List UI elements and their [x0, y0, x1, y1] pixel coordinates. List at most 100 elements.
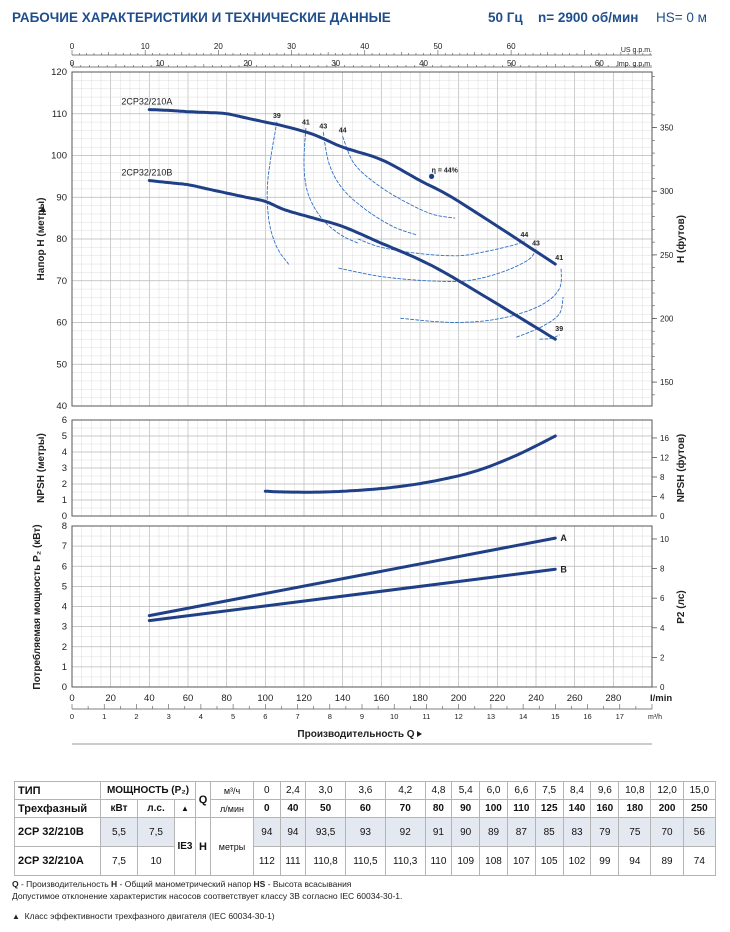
h-header: H [195, 817, 211, 876]
h-cell: 110 [424, 846, 453, 876]
h-cell: 79 [590, 817, 620, 847]
us-gpm-tick-label: 10 [141, 42, 150, 51]
npsh-y-axis-title: NPSH (метры) [36, 433, 47, 503]
panel-frame [71, 71, 653, 407]
power-hp-tick-label: 8 [660, 565, 665, 574]
us-gpm-tick-label: 50 [433, 42, 442, 51]
lmin-tick-label: 180 [412, 693, 428, 704]
hp-header: л.с. [137, 799, 175, 818]
q-header: Q [195, 781, 211, 818]
q-lmin-cell: 125 [534, 799, 564, 818]
fn-q: Q [12, 879, 19, 889]
lmin-unit: l/min [650, 693, 672, 704]
h-unit: метры [210, 817, 254, 876]
power-y-axis-right-title: P2 (лс) [676, 590, 687, 623]
head-ft-tick-label: 250 [660, 251, 674, 260]
head-ft-tick-label: 200 [660, 314, 674, 323]
h-cell: 70 [650, 817, 684, 847]
npsh-y-tick-label: 1 [62, 495, 67, 506]
m3h-tick-label: 8 [328, 712, 332, 721]
m3h-tick-label: 17 [616, 712, 624, 721]
fn-hs: HS [253, 879, 266, 889]
efficiency-label: 41 [555, 255, 563, 262]
imp-gpm-unit: Imp. g.p.m. [617, 61, 652, 68]
kw-cell: 7,5 [100, 846, 138, 876]
h-cell: 56 [682, 817, 717, 847]
power-y-axis-title: Потребляемая мощность P₂ (кВт) [31, 524, 43, 689]
pump-curves-chart: 0 10 20 30 40 50 60 US g.p.m.0 10 20 30 40 50 60 Imp. … [31, 42, 687, 745]
power-y-tick-label: 5 [62, 581, 67, 592]
h-cell: 102 [562, 846, 592, 876]
unit-lmin: л/мин [210, 799, 254, 818]
h-cell: 83 [562, 817, 592, 847]
q-m3h-cell: 4,8 [424, 781, 453, 800]
fn-hs-text: - Высота всасывания [265, 879, 352, 889]
efficiency-isoline [516, 296, 564, 338]
m3h-tick-label: 3 [167, 712, 171, 721]
npsh-ft-tick-label: 0 [660, 512, 665, 521]
lmin-tick-label: 60 [183, 693, 194, 704]
fn-h: H [111, 879, 118, 889]
us-gpm-tick-label: 60 [507, 42, 516, 51]
efficiency-label: 39 [273, 113, 281, 120]
us-gpm-unit: US g.p.m. [621, 47, 652, 54]
power-y-tick-label: 4 [62, 602, 67, 613]
q-m3h-cell: 7,5 [534, 781, 564, 800]
head-y-tick-label: 90 [56, 192, 67, 203]
npsh-y-tick-label: 0 [62, 511, 67, 522]
q-m3h-cell: 0 [253, 781, 281, 800]
efficiency-label: 44 [339, 128, 347, 135]
head-ft-tick-label: 350 [660, 124, 674, 133]
power-hp-tick-label: 10 [660, 535, 669, 544]
us-gpm-tick-label: 20 [214, 42, 223, 51]
fn-h-text: - Общий манометрический напор [117, 879, 254, 889]
q-m3h-cell: 9,6 [590, 781, 620, 800]
m3h-tick-label: 6 [263, 712, 267, 721]
npsh-y-tick-label: 4 [62, 447, 67, 458]
h-cell: 94 [253, 817, 281, 847]
y-axis-arrow-icon [40, 206, 46, 212]
us-gpm-tick-label: 40 [360, 42, 369, 51]
h-cell: 110,3 [384, 846, 426, 876]
power-header: МОЩНОСТЬ (P₂) [100, 781, 196, 800]
q-lmin-cell: 250 [682, 799, 717, 818]
head-y-tick-label: 100 [51, 151, 67, 162]
m3h-tick-label: 15 [551, 712, 559, 721]
x-axis-title: Производительность Q [297, 729, 414, 740]
h-cell: 110,8 [305, 846, 346, 876]
efficiency-isoline [303, 127, 359, 244]
imp-gpm-tick-label: 40 [419, 59, 428, 68]
efficiency-label: η = 44% [432, 167, 459, 174]
kw-header: кВт [100, 799, 138, 818]
q-lmin-cell: 80 [424, 799, 453, 818]
page-title: РАБОЧИЕ ХАРАКТЕРИСТИКИ И ТЕХНИЧЕСКИЕ ДАН… [12, 10, 391, 25]
lmin-tick-label: 80 [221, 693, 232, 704]
q-m3h-cell: 12,0 [650, 781, 684, 800]
model-cell: 2CP 32/210B [14, 817, 101, 847]
imp-gpm-tick-label: 60 [595, 59, 604, 68]
h-cell: 87 [506, 817, 536, 847]
m3h-tick-label: 11 [423, 712, 431, 721]
q-m3h-cell: 4,2 [384, 781, 426, 800]
imp-gpm-tick-label: 10 [155, 59, 164, 68]
power-curve-B [147, 567, 557, 623]
npsh-y-axis-right-title: NPSH (футов) [675, 434, 687, 503]
q-lmin-cell: 160 [590, 799, 620, 818]
efficiency-isoline [357, 238, 525, 257]
lmin-tick-label: 220 [489, 693, 505, 704]
head-y-tick-label: 70 [56, 276, 67, 287]
q-m3h-cell: 5,4 [451, 781, 481, 800]
phase-header: Трехфазный [14, 799, 101, 818]
q-lmin-cell: 60 [344, 799, 386, 818]
npsh-y-tick-label: 3 [62, 463, 67, 474]
h-cell: 94 [279, 817, 307, 847]
head-ft-tick-label: 300 [660, 187, 674, 196]
m3h-tick-label: 14 [519, 712, 527, 721]
h-cell: 93 [344, 817, 386, 847]
power-y-tick-label: 8 [62, 521, 67, 532]
efficiency-label: 41 [302, 119, 310, 126]
efficiency-isoline [400, 267, 562, 323]
m3h-tick-label: 2 [134, 712, 138, 721]
power-hp-tick-label: 4 [660, 624, 665, 633]
suction-label: HS= 0 м [656, 10, 707, 25]
